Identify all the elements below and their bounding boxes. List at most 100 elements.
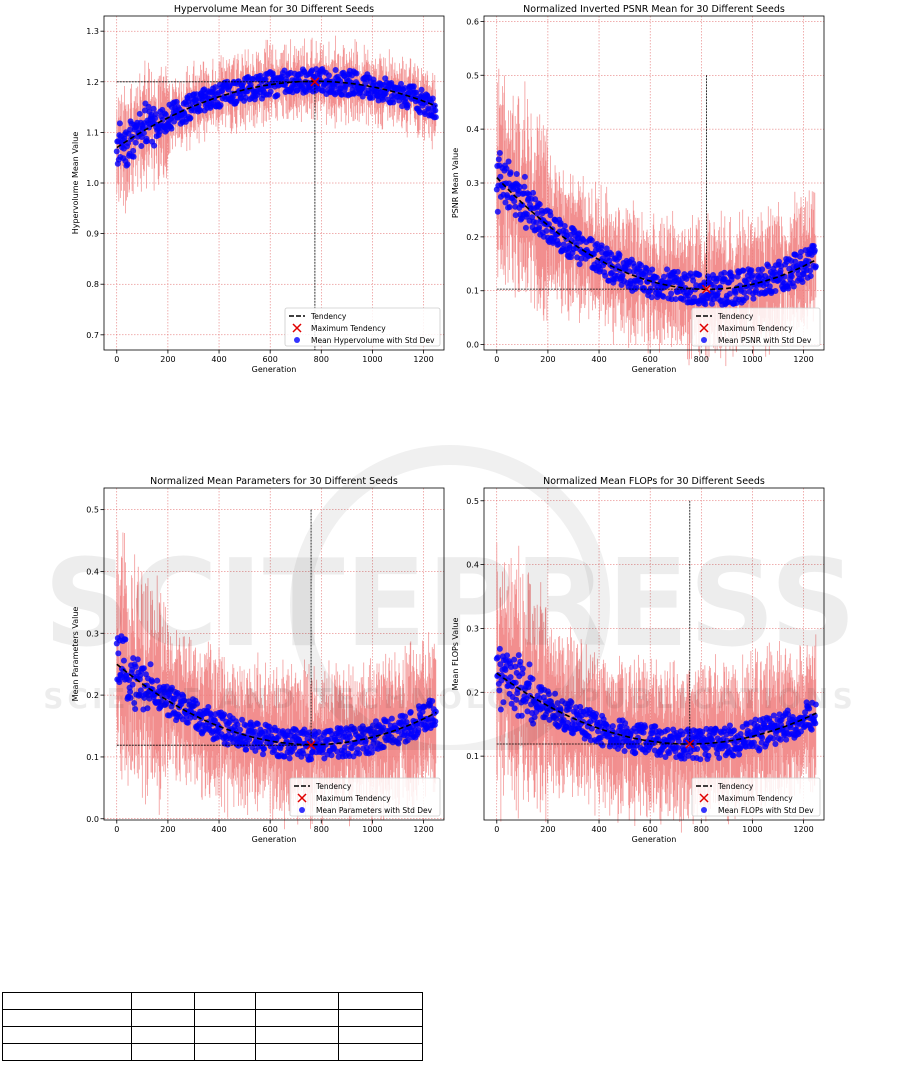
- data-point: [300, 750, 307, 757]
- data-point: [560, 241, 567, 248]
- data-point: [251, 728, 258, 735]
- data-point: [657, 751, 664, 758]
- data-point: [740, 267, 747, 274]
- data-point: [660, 273, 667, 280]
- x-tick-label: 400: [211, 355, 226, 364]
- data-point: [694, 746, 701, 753]
- data-point: [415, 727, 422, 734]
- data-point: [163, 699, 170, 706]
- figure: 0 200 400 600 800 1000 1200 0.7 0.8 0.9 1.0 1.1 1.2 1…: [71, 4, 825, 844]
- y-tick-label: 0.2: [86, 691, 99, 700]
- data-point: [523, 211, 530, 218]
- data-point: [126, 677, 133, 684]
- data-point: [212, 84, 219, 91]
- data-point: [274, 92, 281, 99]
- data-point: [519, 202, 526, 209]
- data-point: [512, 663, 519, 670]
- data-point: [404, 737, 411, 744]
- data-point: [140, 665, 147, 672]
- data-point: [748, 267, 755, 274]
- data-point: [732, 290, 739, 297]
- data-point: [777, 267, 784, 274]
- legend-entry: Mean Parameters with Std Dev: [316, 806, 433, 815]
- y-tick-label: 0.1: [86, 753, 99, 762]
- data-point: [181, 697, 188, 704]
- data-point: [788, 273, 795, 280]
- data-point: [643, 265, 650, 272]
- legend: Tendency Maximum Tendency Mean Hypervolume…: [284, 307, 441, 347]
- data-point: [513, 696, 520, 703]
- x-tick-label: 600: [643, 355, 658, 364]
- data-point: [246, 736, 253, 743]
- data-point: [147, 661, 154, 668]
- data-point: [776, 258, 783, 265]
- data-point: [521, 183, 528, 190]
- data-point: [432, 107, 439, 114]
- data-point: [356, 750, 363, 757]
- data-point: [341, 744, 348, 751]
- data-point: [421, 703, 428, 710]
- data-point: [552, 690, 559, 697]
- data-point: [588, 725, 595, 732]
- x-axis-label: Generation: [632, 365, 677, 374]
- y-tick-label: 0.7: [86, 331, 99, 340]
- data-point: [137, 687, 144, 694]
- data-point: [616, 251, 623, 258]
- data-point: [609, 723, 616, 730]
- data-point: [518, 712, 525, 719]
- data-point: [513, 170, 520, 177]
- legend-box: [284, 307, 441, 347]
- chart-panel-4: 0 200 400 600 800 1000 12000.10.20.30.40.5Norm…: [451, 476, 825, 844]
- data-point: [796, 253, 803, 260]
- data-point: [138, 142, 145, 149]
- data-points: [113, 633, 439, 763]
- data-points: [493, 645, 819, 763]
- data-point: [709, 300, 716, 307]
- y-tick-label: 1.2: [86, 78, 99, 87]
- data-point: [221, 711, 228, 718]
- data-point: [812, 263, 819, 270]
- data-point: [678, 280, 685, 287]
- data-point: [152, 111, 159, 118]
- data-point: [431, 102, 438, 109]
- chart-panel-1: 0 200 400 600 800 1000 1200 0.7 0.8 0.9 1.0 1.1 1.2 1…: [71, 4, 445, 374]
- data-point: [512, 212, 519, 219]
- x-tick-label: 1200: [413, 825, 433, 834]
- data-point: [660, 293, 667, 300]
- data-point: [517, 658, 524, 665]
- data-point: [536, 224, 543, 231]
- data-point: [664, 266, 671, 273]
- data-point: [619, 272, 626, 279]
- data-point: [267, 88, 274, 95]
- legend-entry: Mean Hypervolume with Std Dev: [311, 336, 435, 345]
- legend: Tendency Maximum Tendency Mean Parameters …: [289, 777, 441, 817]
- data-point: [505, 158, 512, 165]
- data-point: [235, 78, 242, 85]
- data-point: [127, 694, 134, 701]
- data-point: [390, 99, 397, 106]
- y-tick-label: 0.5: [466, 71, 479, 80]
- data-point: [346, 734, 353, 741]
- data-point: [602, 272, 609, 279]
- data-point: [272, 744, 279, 751]
- data-point: [332, 66, 339, 73]
- legend-entry: Maximum Tendency: [311, 324, 386, 333]
- y-tick-label: 0.4: [86, 567, 99, 576]
- data-point: [597, 735, 604, 742]
- data-point: [173, 98, 180, 105]
- data-point: [696, 271, 703, 278]
- data-point: [568, 699, 575, 706]
- legend-points-swatch: [299, 807, 305, 813]
- data-point: [410, 83, 417, 90]
- data-point: [640, 729, 647, 736]
- data-point: [647, 285, 654, 292]
- data-point: [649, 266, 656, 273]
- legend-entry: Tendency: [315, 782, 352, 791]
- legend-max-swatch: [292, 323, 302, 333]
- data-point: [622, 720, 629, 727]
- y-tick-label: 0.5: [86, 506, 99, 515]
- data-point: [653, 274, 660, 281]
- x-tick-label: 400: [211, 825, 226, 834]
- data-point: [425, 106, 432, 113]
- data-point: [705, 752, 712, 759]
